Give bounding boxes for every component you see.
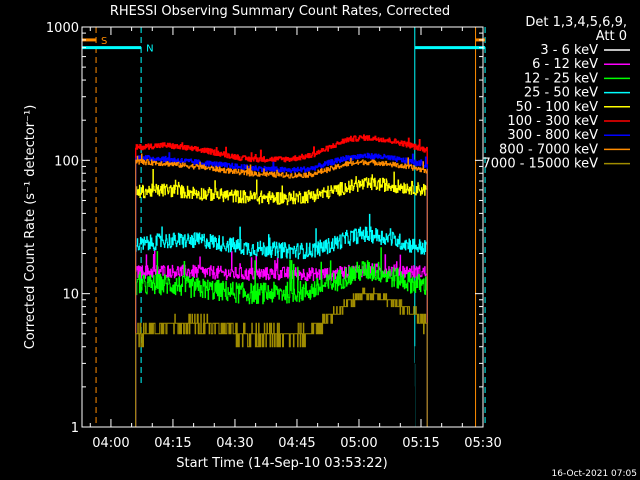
legend-entry: 3 - 6 keV <box>540 43 598 58</box>
x-tick-label: 05:30 <box>464 436 501 451</box>
legend-entry: 800 - 7000 keV <box>499 142 598 157</box>
legend-entry: 6 - 12 keV <box>532 57 598 72</box>
y-tick-label: 10 <box>62 288 79 303</box>
flag-label: S <box>101 36 107 47</box>
series-line <box>135 213 428 427</box>
legend-entry: 25 - 50 keV <box>524 86 598 101</box>
series-line <box>135 153 428 427</box>
series-group <box>135 134 428 428</box>
plot-frame <box>81 26 484 428</box>
series-line <box>135 169 428 427</box>
legend-entry: 12 - 25 keV <box>524 71 598 86</box>
x-tick-label: 04:45 <box>278 436 315 451</box>
legend-entry: 300 - 800 keV <box>507 128 598 143</box>
y-axis-label: Corrected Count Rate (s⁻¹ detector⁻¹) <box>23 105 38 350</box>
series-line <box>135 287 428 427</box>
legend-att: Att 0 <box>596 29 627 44</box>
x-tick-label: 04:00 <box>92 436 129 451</box>
y-tick-label: 1 <box>71 421 79 436</box>
x-axis: 04:00 04:15 04:30 04:45 05:00 05:15 05:30 <box>89 27 502 451</box>
x-tick-label: 04:15 <box>154 436 191 451</box>
chart-title: RHESSI Observing Summary Count Rates, Co… <box>110 4 450 19</box>
legend-entry: 50 - 100 keV <box>516 100 599 115</box>
series-line <box>135 134 428 427</box>
y-tick-label: 1000 <box>46 21 79 36</box>
timestamp: 16-Oct-2021 07:05 <box>552 469 637 479</box>
legend-header: Det 1,3,4,5,6,9, <box>525 15 627 30</box>
x-axis-label: Start Time (14-Sep-10 03:53:22) <box>176 456 387 471</box>
x-tick-label: 04:30 <box>216 436 253 451</box>
flag-label: N <box>146 44 153 55</box>
legend-entry: 7000 - 15000 keV <box>483 157 599 172</box>
series-line <box>135 247 428 427</box>
y-axis: 1 10 100 1000 <box>46 21 483 436</box>
series-line <box>135 152 428 427</box>
y-tick-label: 100 <box>54 154 79 169</box>
x-tick-label: 05:15 <box>402 436 439 451</box>
series-line <box>135 333 428 428</box>
legend-entry: 100 - 300 keV <box>507 114 598 129</box>
x-tick-label: 05:00 <box>340 436 377 451</box>
